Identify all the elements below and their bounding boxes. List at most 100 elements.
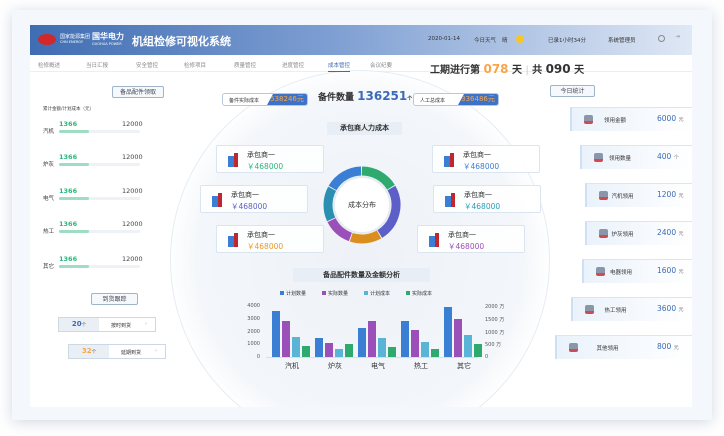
legend-item[interactable]: 实际成本 bbox=[406, 290, 432, 297]
row-progress bbox=[59, 130, 140, 133]
donut-segment bbox=[323, 186, 337, 222]
stat-card-thermal[interactable]: 热工领用 3600 元 bbox=[571, 297, 692, 321]
contractor-name: 承包商一 bbox=[247, 151, 275, 159]
stat-value: 800 bbox=[657, 342, 672, 351]
row-label: 炉灰 bbox=[43, 162, 55, 168]
contractor-amount: ￥468000 bbox=[247, 162, 284, 171]
progress-total: 090 bbox=[545, 62, 571, 76]
stat-unit: 元 bbox=[673, 345, 679, 351]
bar-4-0 bbox=[444, 307, 452, 357]
qty-unit: 个 bbox=[407, 96, 413, 102]
contractor-name: 承包商一 bbox=[448, 231, 476, 239]
stat-card-money-bag[interactable]: 领用金额 6000 元 bbox=[570, 107, 692, 131]
bar-2-3 bbox=[388, 346, 396, 357]
stat-value: 400 bbox=[657, 152, 672, 161]
qty-value: 136251 bbox=[357, 89, 408, 103]
row-label: 其它 bbox=[43, 264, 55, 270]
row-progress bbox=[59, 163, 140, 166]
contractor-card[interactable]: 承包商一 ￥468000 bbox=[433, 185, 541, 213]
legend-label: 计划成本 bbox=[370, 291, 391, 297]
settings-icon[interactable] bbox=[658, 35, 665, 42]
bar-3-1 bbox=[411, 330, 419, 357]
contractor-card[interactable]: 承包商一 ￥468000 bbox=[200, 185, 308, 213]
contractor-amount: ￥468000 bbox=[464, 202, 501, 211]
bar-0-1 bbox=[282, 321, 290, 357]
arrival-label: 按时到货 bbox=[111, 323, 132, 329]
arrival-item[interactable]: 32个 延期到货 › bbox=[68, 344, 166, 359]
y-left-tick: 0 bbox=[256, 354, 260, 360]
bar-0-0 bbox=[272, 311, 280, 357]
tab-nav-6[interactable]: 成本管控 bbox=[328, 61, 351, 72]
tab-nav-7[interactable]: 会议纪要 bbox=[370, 63, 393, 69]
arrival-count: 20 bbox=[71, 320, 82, 328]
bar-4-3 bbox=[474, 344, 482, 357]
row-total: 12000 bbox=[122, 120, 143, 128]
brand-name: 国华电力 bbox=[92, 32, 124, 41]
parts-quantity: 备件数量 136251个 bbox=[318, 89, 412, 103]
stat-label: 电器领用 bbox=[610, 270, 633, 276]
legend-item[interactable]: 实际数量 bbox=[322, 290, 348, 297]
cost-donut bbox=[323, 166, 401, 244]
chevron-right-icon: › bbox=[155, 348, 157, 354]
arrival-label: 延期到货 bbox=[121, 350, 142, 356]
duration: 已录1小时34分 bbox=[548, 38, 586, 44]
contractor-card[interactable]: 承包商一 ￥468000 bbox=[432, 145, 540, 173]
donut-label: 成本分布 bbox=[348, 201, 376, 209]
electric-icon bbox=[596, 267, 605, 276]
labor-label: 人工总成本 bbox=[420, 98, 446, 104]
stat-value: 6000 bbox=[657, 114, 677, 123]
y-right-tick: 500 万 bbox=[485, 342, 502, 349]
bar-2-0 bbox=[358, 327, 366, 357]
stat-card-turbine[interactable]: 汽机领用 1200 元 bbox=[585, 183, 692, 207]
y-right-tick: 0 bbox=[485, 354, 489, 360]
donut-segment bbox=[377, 185, 401, 238]
stat-unit: 元 bbox=[678, 231, 684, 237]
truck-icon bbox=[599, 229, 608, 238]
donut-segment bbox=[349, 230, 382, 244]
row-value: 1366 bbox=[59, 187, 78, 195]
tab-nav-5[interactable]: 进度管控 bbox=[282, 63, 305, 69]
factory-icon bbox=[569, 343, 578, 352]
bar-1-1 bbox=[325, 342, 333, 357]
x-tick-label: 电气 bbox=[371, 362, 385, 370]
legend-item[interactable]: 计划数量 bbox=[280, 290, 306, 297]
tab-nav-3[interactable]: 检修项目 bbox=[184, 63, 207, 69]
contractor-card[interactable]: 承包商一 ￥468000 bbox=[417, 225, 525, 253]
arrival-item[interactable]: 20个 按时到货 › bbox=[58, 317, 156, 332]
row-total: 12000 bbox=[122, 220, 143, 228]
progress-prefix: 工期进行第 bbox=[430, 65, 480, 76]
tab-nav-4[interactable]: 质量管控 bbox=[234, 63, 257, 69]
stat-card-boxes[interactable]: 领用数量 400 个 bbox=[580, 145, 692, 169]
user-menu[interactable]: 系统管理员 bbox=[608, 38, 636, 44]
stat-label: 热工领用 bbox=[604, 308, 627, 314]
contractor-card[interactable]: 承包商一 ￥468000 bbox=[216, 225, 324, 253]
progress-day: 078 bbox=[483, 62, 509, 76]
money-bag-icon bbox=[584, 115, 593, 124]
y-left-tick: 3000 bbox=[247, 315, 260, 322]
bar-4-1 bbox=[454, 318, 462, 357]
tab-nav-1[interactable]: 当日汇报 bbox=[86, 63, 109, 69]
stat-card-truck[interactable]: 炉灰领用 2400 元 bbox=[585, 221, 692, 245]
spare-parts-title: 备品配件领取 bbox=[112, 86, 164, 98]
legend-item[interactable]: 计划成本 bbox=[364, 290, 390, 297]
stat-card-factory[interactable]: 其他领用 800 元 bbox=[555, 335, 692, 359]
contractor-amount: ￥468000 bbox=[231, 202, 268, 211]
y-right-tick: 1500 万 bbox=[485, 316, 505, 323]
logout-icon[interactable]: ⇥ bbox=[675, 34, 680, 40]
x-tick-label: 汽机 bbox=[285, 362, 299, 370]
stat-card-electric[interactable]: 电器领用 1600 元 bbox=[582, 259, 692, 283]
y-right-tick: 2000 万 bbox=[485, 304, 505, 310]
arrival-unit: 个 bbox=[91, 350, 97, 355]
legend-label: 实际成本 bbox=[412, 291, 433, 297]
row-value: 1366 bbox=[59, 220, 78, 228]
stat-unit: 元 bbox=[678, 117, 684, 123]
row-label: 热工 bbox=[43, 229, 55, 235]
app-window: 国家能源集团 CHN ENERGY 国华电力 GUOHUA POWER 机组检修… bbox=[30, 25, 692, 407]
tab-nav-2[interactable]: 安全管控 bbox=[136, 63, 159, 69]
weather: 晴 bbox=[502, 38, 508, 44]
date: 2020-01-14 bbox=[428, 36, 460, 42]
tab-nav-0[interactable]: 检修概述 bbox=[38, 63, 61, 69]
y-right-tick: 1000 万 bbox=[485, 329, 505, 336]
contractor-card[interactable]: 承包商一 ￥468000 bbox=[216, 145, 324, 173]
arrival-title: 到货跟踪 bbox=[91, 293, 138, 305]
